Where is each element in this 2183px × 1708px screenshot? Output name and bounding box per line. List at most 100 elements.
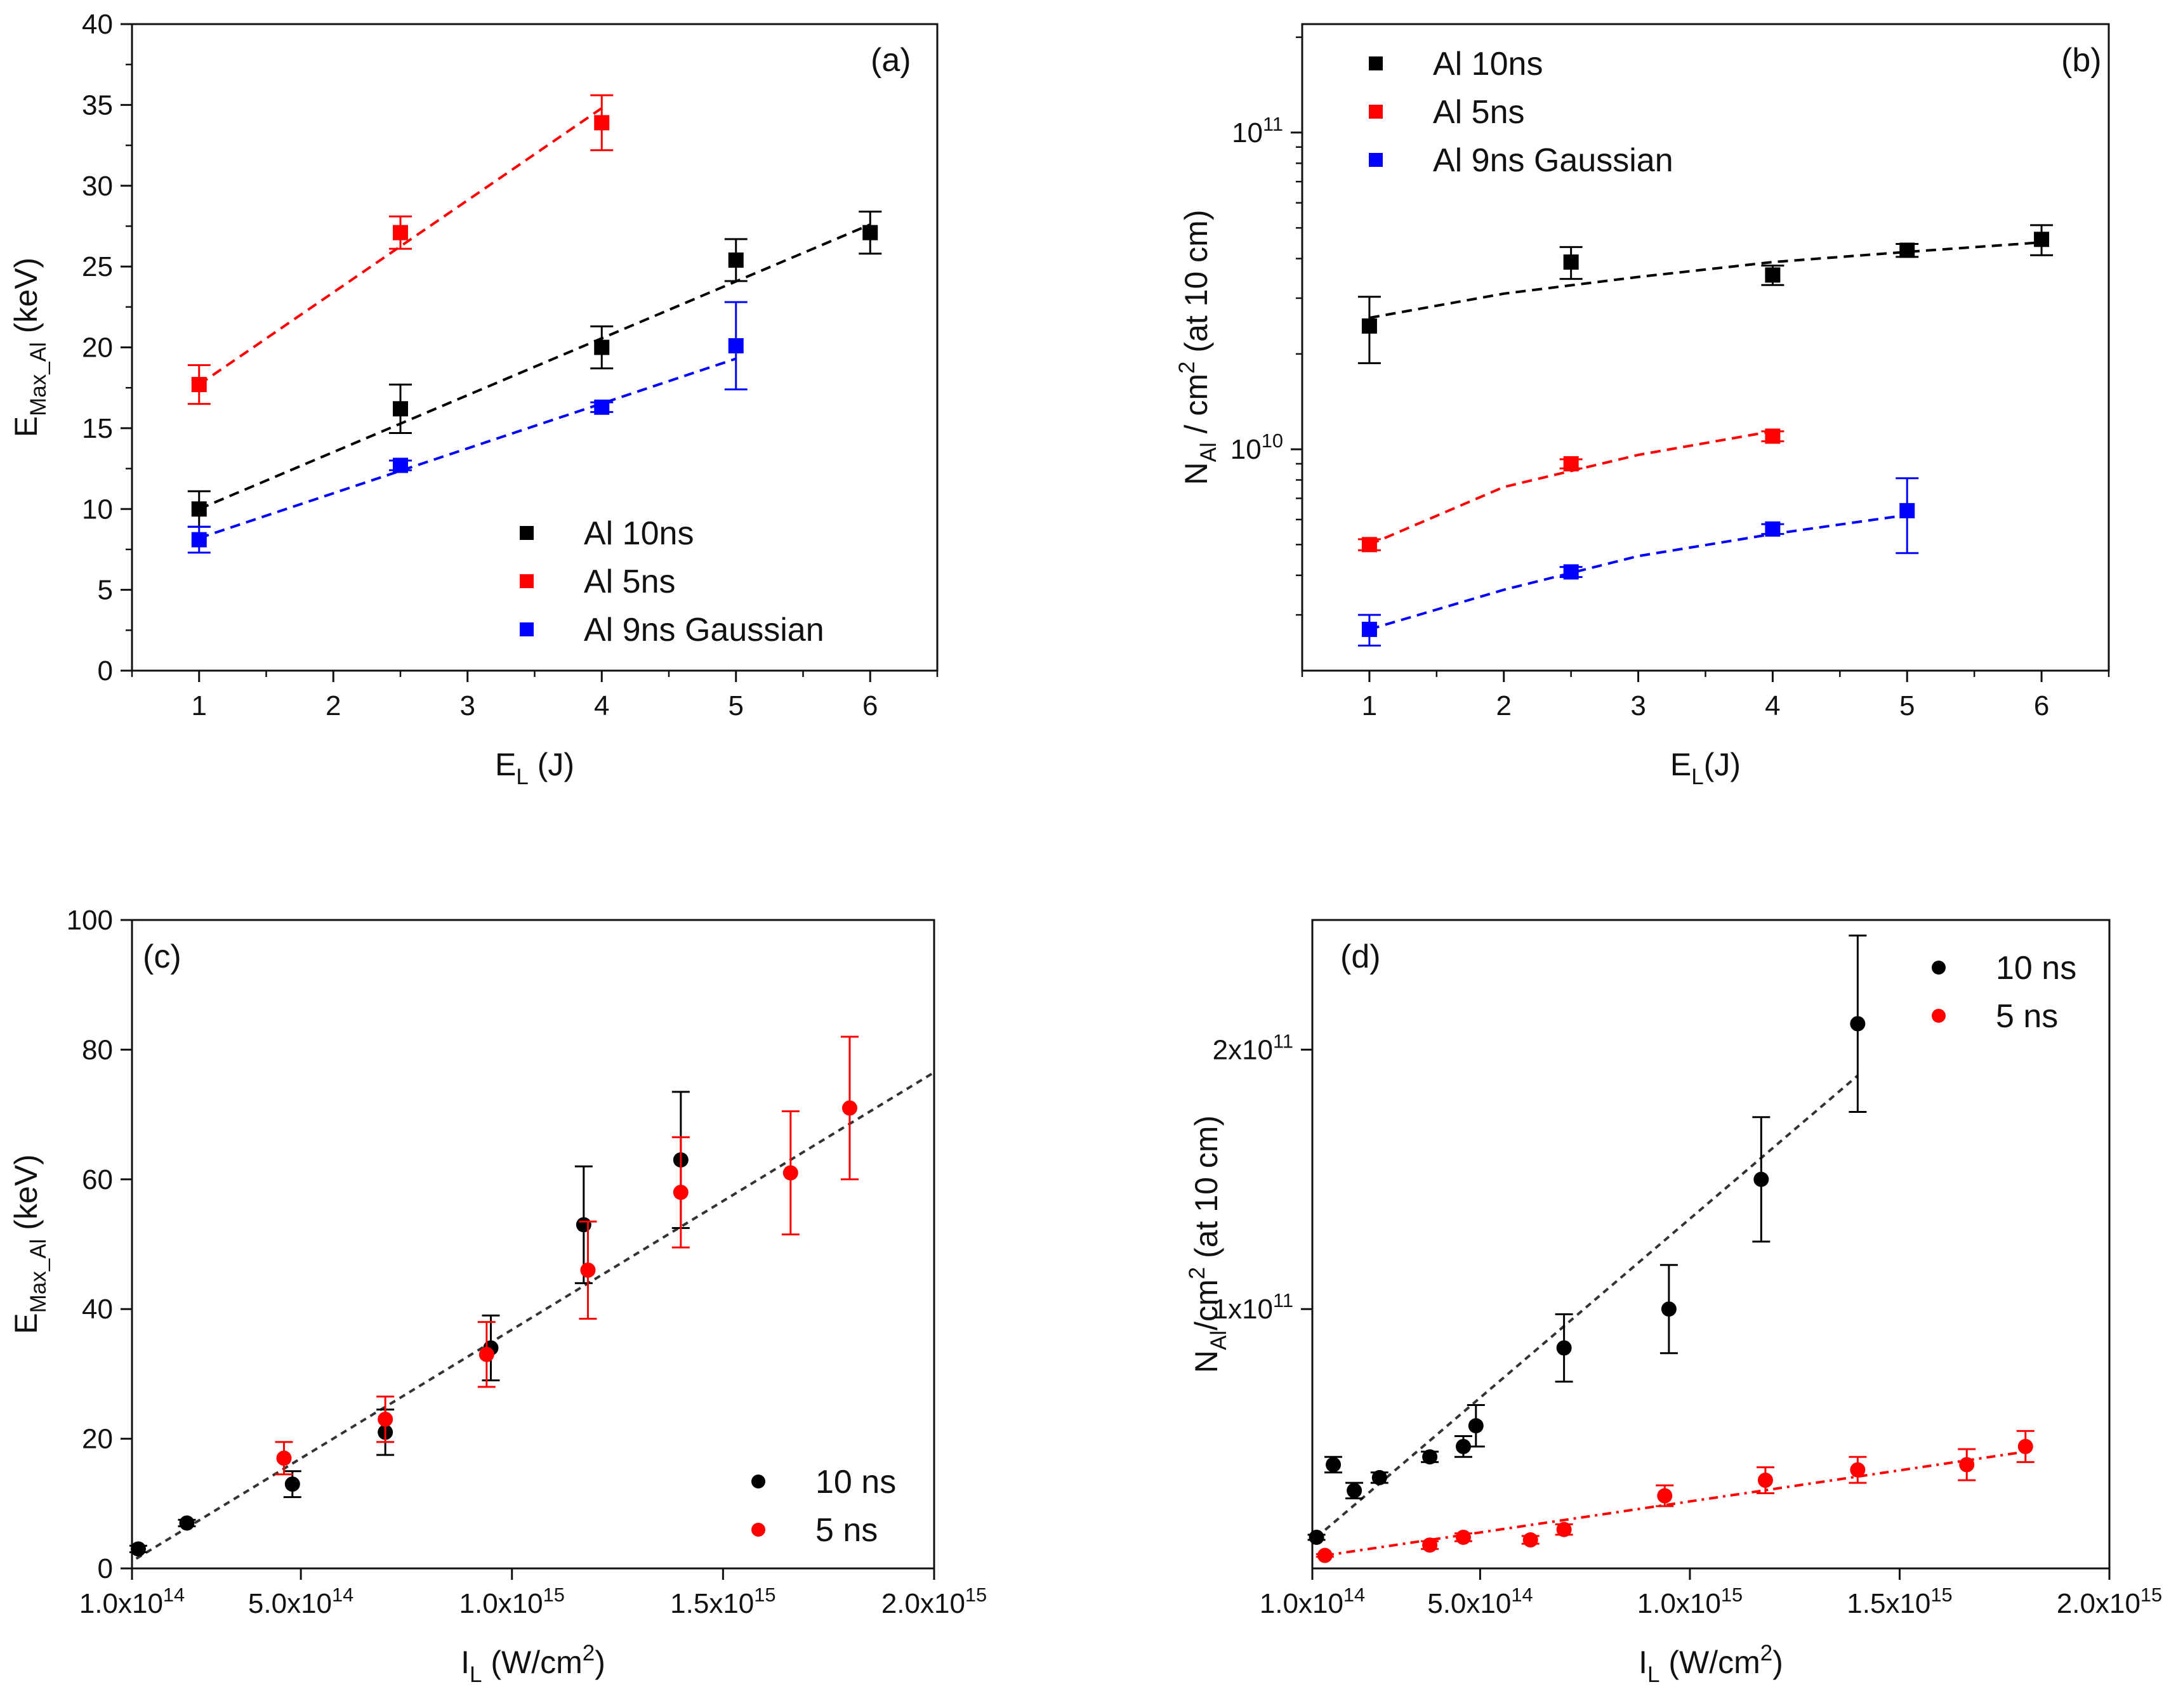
data-point [580, 1262, 596, 1278]
series-al-9ns-gaussian [187, 301, 748, 554]
y-tick-label: 100 [67, 905, 113, 936]
legend-label: Al 10ns [584, 515, 694, 552]
plot-frame [1311, 919, 2111, 1570]
data-point [1753, 1171, 1769, 1187]
text-part: E [1670, 747, 1691, 782]
text-part: 11 [1273, 1289, 1293, 1311]
series-al-10ns [1357, 224, 2054, 364]
data-point [1371, 1469, 1387, 1485]
data-point [1563, 564, 1579, 580]
legend-swatch [1932, 1009, 1946, 1023]
data-point [393, 457, 408, 473]
panel-tag: (a) [871, 42, 911, 79]
text-part: 15 [1930, 1584, 1952, 1606]
data-point [1309, 1529, 1324, 1545]
data-point [1317, 1547, 1333, 1563]
text-part: 2.0x10 [881, 1588, 965, 1619]
data-point [728, 252, 744, 268]
data-point [276, 1450, 292, 1466]
text-part: 15 [543, 1584, 565, 1606]
y-tick-label: 1010 [1230, 430, 1283, 465]
data-point [1361, 537, 1377, 553]
x-tick-label: 5 [729, 690, 744, 721]
text-part: L [1647, 1662, 1659, 1687]
text-part: 15 [2140, 1584, 2162, 1606]
text-part: L [1691, 765, 1703, 789]
text-part: 1.0x10 [1637, 1588, 1721, 1619]
data-point [393, 225, 408, 240]
text-part: 2 [1760, 1641, 1772, 1665]
data-point [1757, 1473, 1773, 1488]
data-point [1657, 1488, 1673, 1504]
fit-line [1369, 513, 1908, 631]
text-part: (W/cm [482, 1645, 582, 1680]
text-part: Al [1206, 1330, 1231, 1350]
text-part: I [461, 1645, 470, 1680]
panel-tag: (b) [2061, 42, 2102, 79]
legend-swatch [751, 1475, 765, 1488]
fit-line [199, 357, 737, 540]
text-part: ) [1772, 1645, 1783, 1680]
text-part: (at 10 cm) [1189, 1115, 1224, 1267]
x-tick-label: 1.5x1015 [670, 1584, 775, 1619]
y-axis-label: NAl / cm2 (at 10 cm) [1175, 210, 1221, 485]
y-axis-label: NAl/cm2 (at 10 cm) [1185, 1115, 1231, 1373]
data-point [1468, 1418, 1484, 1434]
legend-label: Al 9ns Gaussian [584, 612, 824, 648]
data-point [393, 401, 408, 417]
text-part: (at 10 cm) [1178, 210, 1214, 362]
series-al-5ns [1357, 428, 1784, 553]
legend: Al 10ns Al 5ns Al 9ns Gaussian [520, 515, 824, 648]
series-al-9ns-gaussian [1357, 477, 1919, 647]
data-point [862, 225, 878, 240]
text-part: 2 [583, 1641, 595, 1665]
data-point [1326, 1457, 1342, 1473]
fit-line [135, 1071, 935, 1560]
text-part: N [1189, 1350, 1224, 1373]
text-part: 10 [1230, 434, 1262, 465]
text-part: (J) [529, 747, 574, 782]
text-part: 2x10 [1213, 1034, 1273, 1065]
y-tick-label: 25 [82, 251, 113, 282]
data-point [284, 1476, 300, 1492]
fit-line [1369, 241, 2042, 319]
data-point [191, 532, 207, 548]
legend-label: 5 ns [1996, 998, 2058, 1035]
text-part: 11 [1273, 1030, 1293, 1052]
plot-frame [131, 919, 935, 1570]
text-part: Al [1196, 442, 1221, 462]
x-tick-label: 2 [1496, 690, 1512, 721]
data-point [1765, 428, 1781, 444]
series-5-ns [1316, 1429, 2035, 1563]
y-tick-label: 30 [82, 171, 113, 202]
y-axis-label: EMax_Al (keV) [8, 258, 51, 437]
data-point [594, 399, 610, 415]
legend-swatch [1369, 105, 1383, 119]
x-tick-label: 2.0x1015 [2057, 1584, 2162, 1619]
series-10-ns [1307, 935, 1867, 1545]
y-tick-label: 2x1011 [1213, 1030, 1293, 1065]
panel-tag: (d) [1340, 938, 1381, 975]
data-point [130, 1541, 146, 1557]
text-part: 15 [1721, 1584, 1743, 1606]
x-tick-label: 1.0x1014 [1260, 1584, 1365, 1619]
x-tick-label: 1 [192, 690, 207, 721]
x-tick-label: 2.0x1015 [881, 1584, 987, 1619]
text-part: 14 [1343, 1584, 1365, 1606]
text-part: E [8, 416, 44, 437]
series-al-10ns [187, 211, 882, 528]
x-tick-label: 6 [862, 690, 878, 721]
y-tick-label: 80 [82, 1034, 113, 1065]
x-tick-label: 3 [1630, 690, 1645, 721]
x-axis-label: IL (W/cm2) [461, 1641, 605, 1687]
text-part: L [470, 1662, 482, 1687]
x-tick-label: 1.0x1015 [459, 1584, 565, 1619]
data-point [378, 1411, 393, 1427]
text-part: Max_Al [26, 1239, 51, 1313]
fit-line [1369, 430, 1773, 546]
data-point [478, 1346, 494, 1362]
data-point [1422, 1449, 1438, 1465]
data-point [1361, 621, 1377, 637]
